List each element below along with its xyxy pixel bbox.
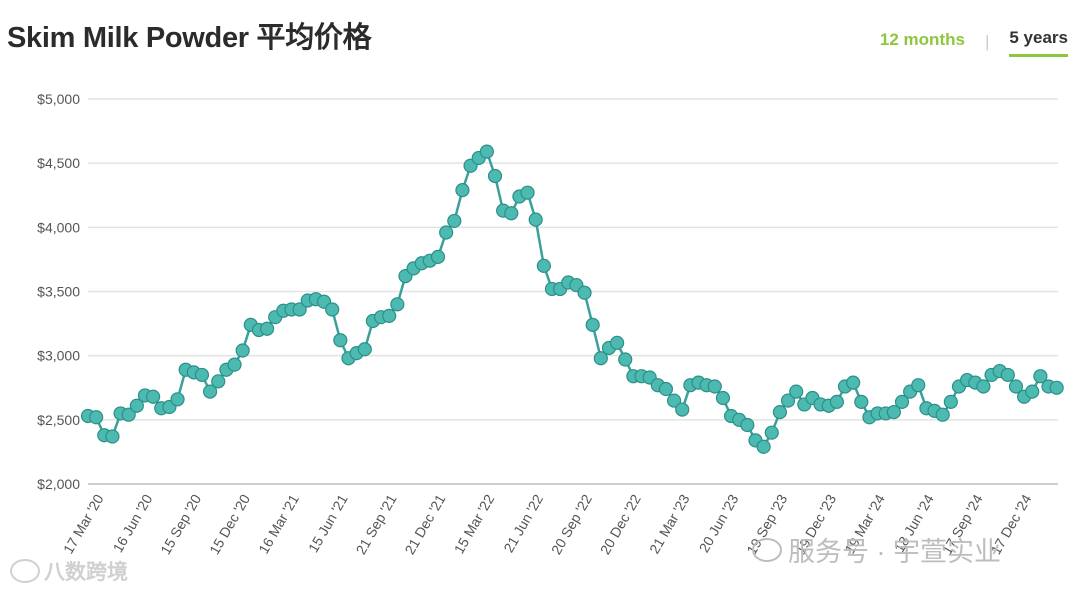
data-point[interactable] [675, 402, 690, 417]
y-tick-label: $2,500 [37, 412, 80, 428]
data-point[interactable] [194, 367, 210, 383]
y-tick-label: $2,000 [37, 476, 80, 492]
watermark-left: 八数跨境 [10, 556, 128, 586]
data-point[interactable] [789, 384, 804, 399]
data-point[interactable] [593, 351, 608, 366]
data-point[interactable] [439, 225, 454, 240]
data-point[interactable] [325, 302, 340, 317]
grid-lines [88, 98, 1058, 485]
data-point[interactable] [772, 405, 788, 420]
data-point[interactable] [1000, 367, 1015, 383]
wechat-icon [752, 537, 782, 562]
data-point[interactable] [390, 297, 405, 312]
x-tick-label: 17 Mar '20 [60, 491, 107, 556]
data-point[interactable] [585, 317, 600, 332]
y-tick-label: $4,000 [37, 219, 80, 235]
x-tick-label: 20 Sep '22 [548, 491, 595, 557]
data-point[interactable] [740, 417, 755, 433]
x-tick-label: 15 Mar '22 [451, 491, 498, 556]
x-tick-label: 15 Jun '21 [305, 491, 351, 555]
watermark-right: 服务号 · 宇萱实业 [752, 530, 1001, 569]
watermark-right-text: 服务号 · 宇萱实业 [788, 537, 1001, 567]
y-tick-label: $5,000 [37, 91, 80, 107]
data-point[interactable] [227, 357, 242, 372]
data-point[interactable] [203, 384, 218, 399]
data-point[interactable] [666, 393, 682, 408]
data-point[interactable] [520, 185, 535, 200]
x-tick-label: 20 Dec '22 [597, 491, 644, 557]
data-point[interactable] [333, 333, 348, 348]
data-point[interactable] [479, 144, 494, 159]
data-point[interactable] [609, 335, 625, 350]
data-point[interactable] [430, 249, 446, 264]
data-point[interactable] [846, 375, 861, 390]
data-point[interactable] [780, 393, 796, 408]
data-point[interactable] [105, 429, 120, 444]
data-point[interactable] [211, 374, 226, 389]
data-point[interactable] [1033, 369, 1048, 384]
y-axis-labels: $2,000 $2,500 $3,000 $3,500 $4,000 $4,500 $5,0… [37, 91, 80, 492]
data-point[interactable] [577, 285, 592, 300]
data-point[interactable] [382, 308, 397, 323]
y-tick-label: $3,000 [37, 348, 80, 364]
data-point[interactable] [536, 258, 551, 273]
page-title: Skim Milk Powder 平均价格 [7, 22, 372, 54]
data-point[interactable] [357, 342, 372, 357]
chat-icon [10, 559, 40, 583]
y-tick-label: $3,500 [37, 284, 80, 300]
data-point[interactable] [764, 425, 779, 440]
data-point[interactable] [528, 212, 543, 227]
x-tick-label: 20 Jun '23 [696, 491, 742, 555]
x-tick-label: 21 Sep '21 [353, 491, 400, 557]
data-point[interactable] [1025, 384, 1040, 399]
data-point[interactable] [756, 439, 771, 454]
data-point[interactable] [658, 381, 674, 397]
x-tick-label: 21 Jun '22 [500, 491, 546, 555]
data-point[interactable] [707, 379, 722, 394]
watermark-left-text: 八数跨境 [44, 561, 128, 584]
data-point[interactable] [504, 206, 519, 221]
data-point[interactable] [618, 352, 633, 367]
data-point[interactable] [235, 343, 250, 358]
x-tick-label: 16 Mar '21 [255, 491, 302, 556]
data-point[interactable] [943, 394, 958, 409]
data-point[interactable] [121, 407, 136, 422]
data-point[interactable] [935, 407, 950, 422]
data-point[interactable] [911, 378, 926, 393]
data-point[interactable] [259, 321, 275, 336]
series-line [87, 150, 1057, 449]
data-point[interactable] [886, 405, 901, 420]
y-tick-label: $4,500 [37, 155, 80, 171]
data-point[interactable] [447, 213, 462, 229]
tab-12-months[interactable]: 12 months [879, 29, 965, 49]
data-markers [80, 144, 1064, 454]
tab-5-years[interactable]: 5 years [1009, 26, 1068, 57]
data-point[interactable] [170, 392, 185, 407]
data-point[interactable] [894, 394, 910, 409]
range-tabs: 12 months | 5 years [880, 26, 1068, 57]
x-tick-label: 21 Mar '23 [646, 491, 693, 556]
x-tick-label: 15 Sep '20 [157, 491, 204, 557]
data-point[interactable] [854, 394, 869, 409]
data-point[interactable] [89, 410, 104, 425]
x-tick-label: 15 Dec '20 [206, 491, 253, 557]
data-point[interactable] [829, 394, 844, 409]
data-point[interactable] [487, 168, 503, 184]
data-point[interactable] [976, 379, 991, 394]
data-point[interactable] [1049, 380, 1064, 395]
x-tick-label: 21 Dec '21 [401, 491, 448, 557]
x-tick-label: 16 Jun '20 [109, 491, 155, 555]
data-point[interactable] [715, 390, 731, 406]
data-point[interactable] [146, 389, 161, 404]
data-point[interactable] [1008, 379, 1024, 394]
data-point[interactable] [455, 183, 470, 198]
data-point[interactable] [129, 398, 144, 413]
tab-separator: | [984, 31, 990, 51]
data-point[interactable] [292, 302, 307, 317]
